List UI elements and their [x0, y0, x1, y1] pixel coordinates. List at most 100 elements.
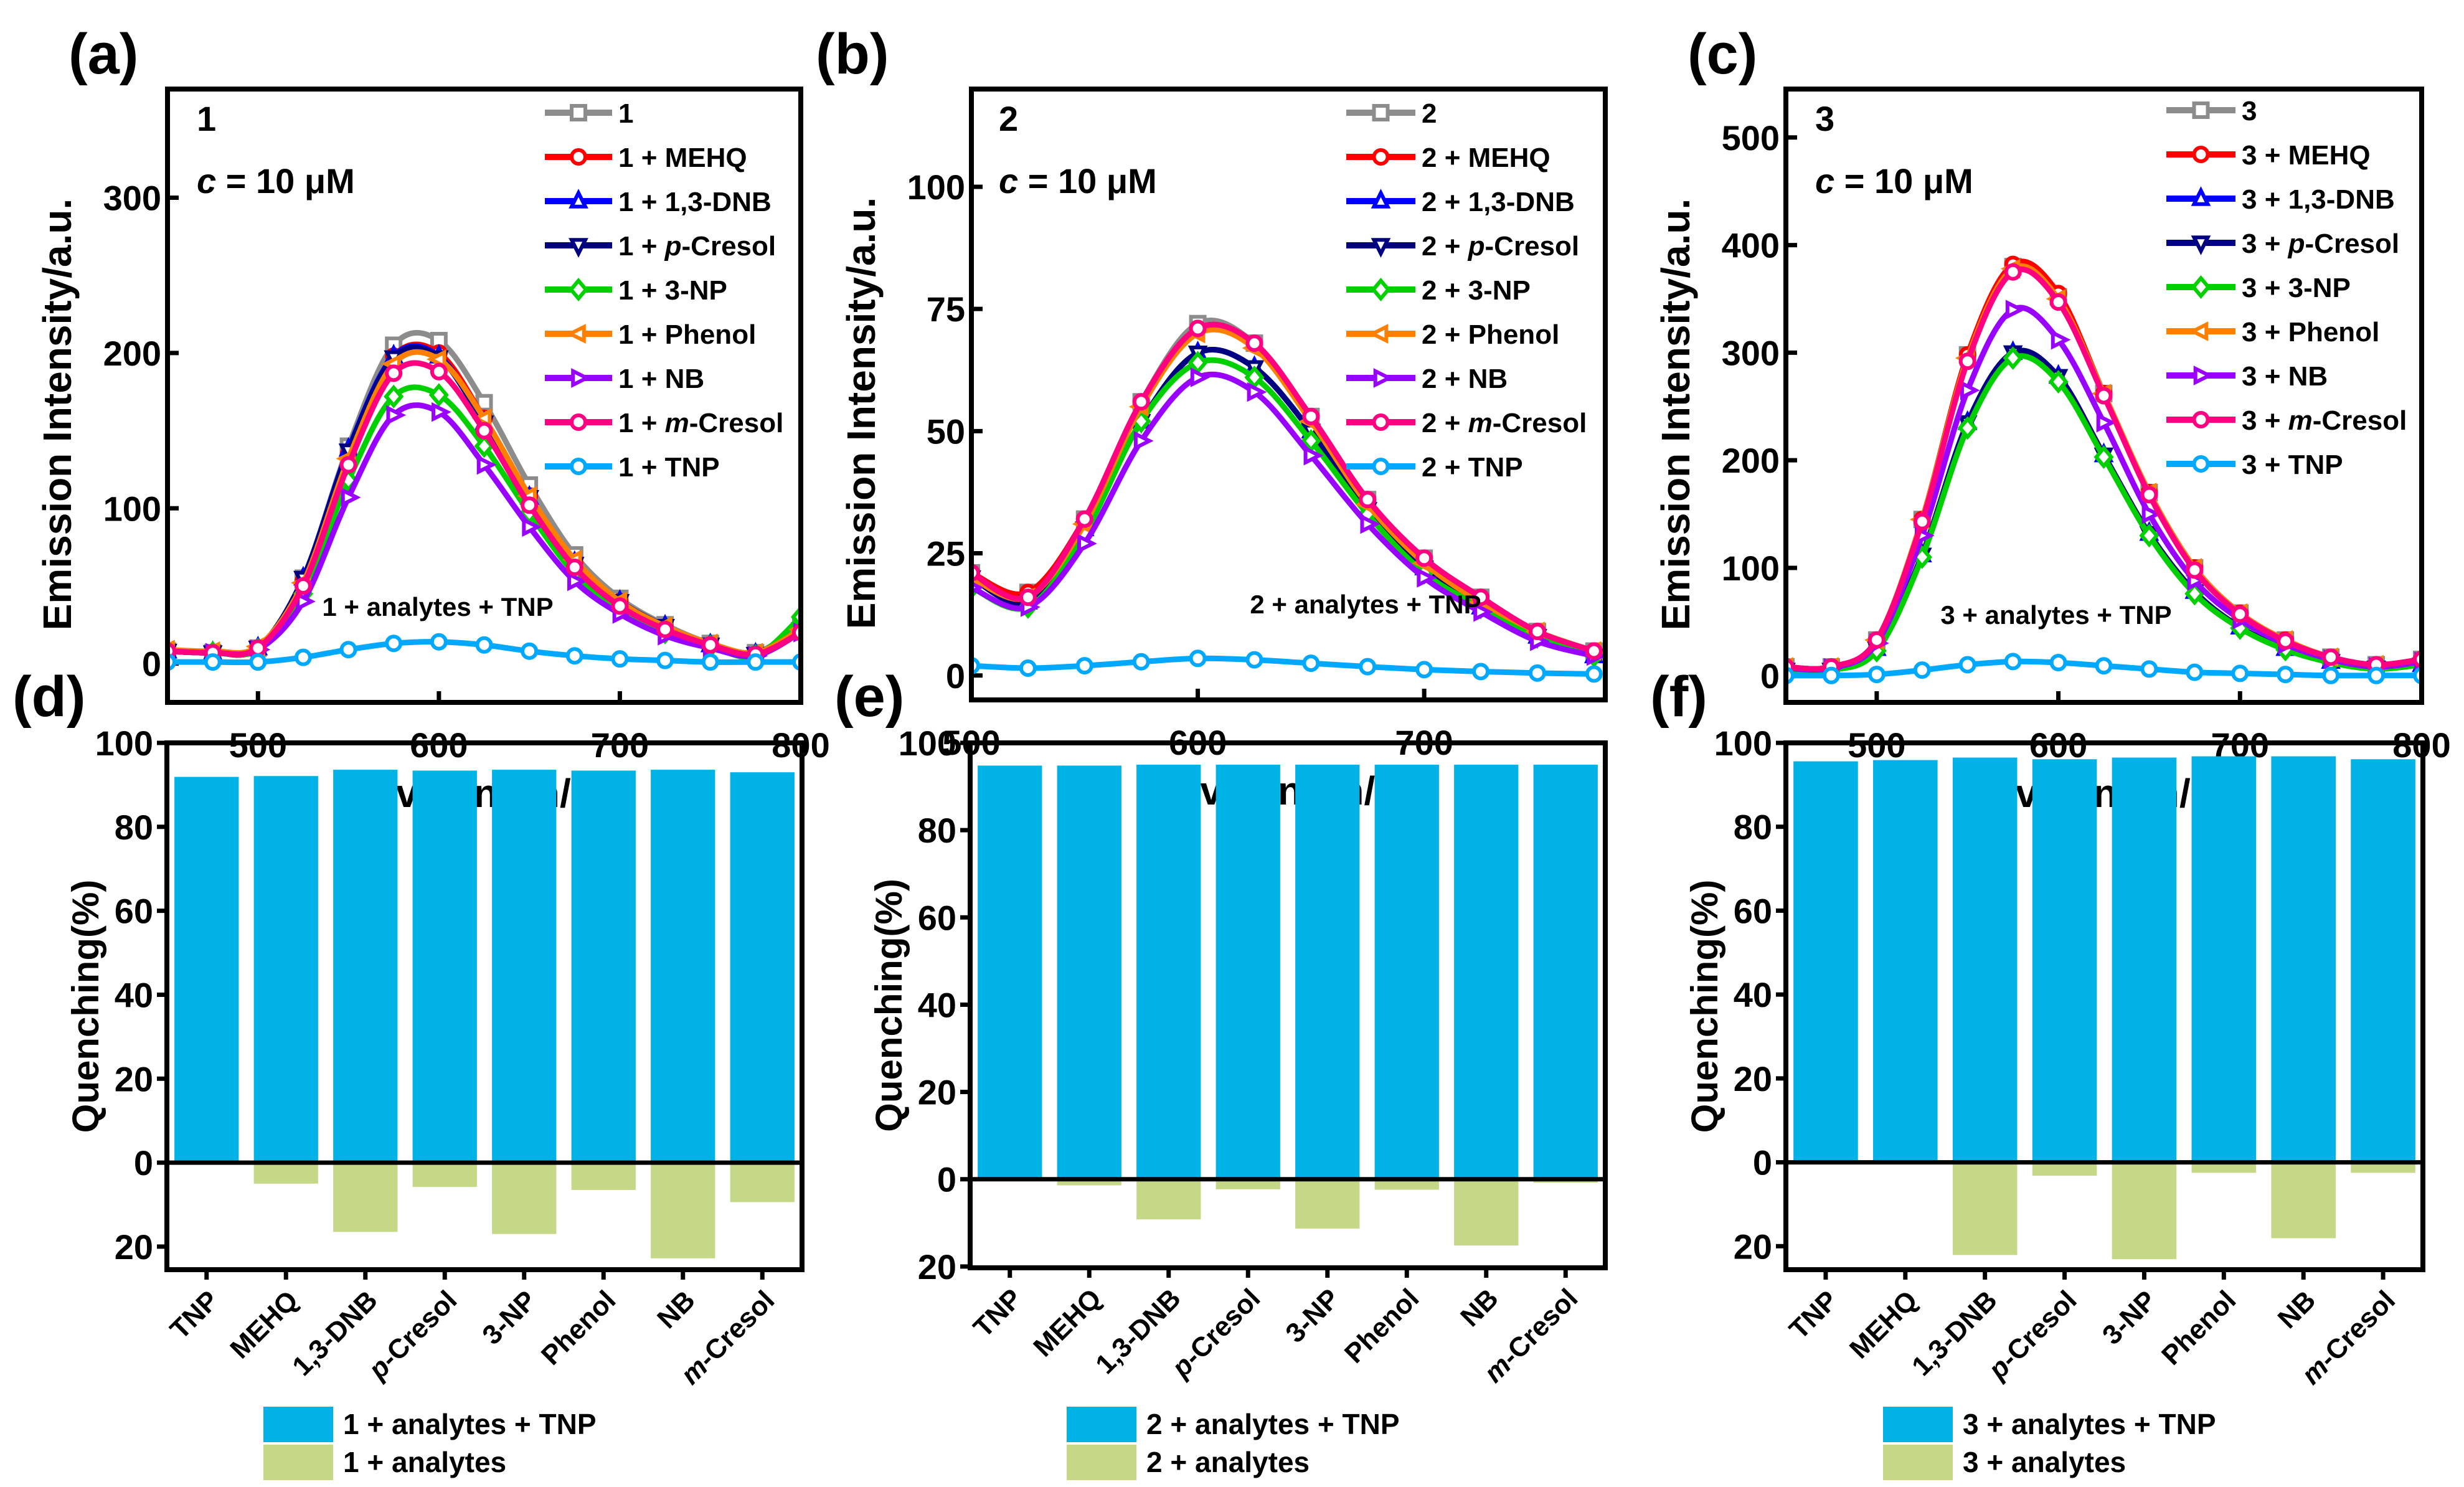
category-label: Phenol	[2156, 1285, 2242, 1371]
bar-analytes-tnp	[253, 776, 318, 1163]
y-tick-label: 20	[115, 1059, 153, 1098]
marker-triangle-left	[1368, 324, 1389, 344]
legend-swatch	[1067, 1407, 1136, 1442]
panel-b: (b)500 600 7000255075100Wavelength/nmEmiss…	[816, 22, 1608, 813]
legend-label: 2 + m-Cresol	[1422, 408, 1587, 438]
bar-analytes-tnp	[1057, 765, 1121, 1179]
y-tick-label: 25	[927, 534, 965, 574]
marker-circle	[249, 639, 267, 657]
marker-circle	[611, 597, 629, 615]
marker-circle	[2004, 653, 2022, 671]
y-tick-label: 0	[134, 1143, 153, 1183]
marker-circle	[1302, 654, 1320, 673]
compound-label: 1	[197, 99, 216, 138]
plot-frame	[1783, 740, 2425, 1272]
bar-analytes-tnp	[571, 770, 636, 1163]
marker-triangle-right	[2051, 329, 2071, 350]
y-tick-label: 0	[937, 1160, 956, 1199]
bar-analytes-tnp	[1454, 765, 1519, 1179]
series-line	[971, 655, 1594, 677]
y-axis-title: Quenching(%)	[65, 880, 106, 1133]
marker-circle	[565, 647, 583, 665]
marker-diamond	[1957, 416, 1978, 440]
marker-circle	[747, 653, 765, 671]
legend-label: 2 + Phenol	[1422, 319, 1559, 350]
y-tick-label: 80	[918, 811, 956, 850]
category-label: Phenol	[536, 1285, 621, 1371]
marker-circle	[1415, 661, 1433, 679]
marker-circle	[656, 620, 674, 638]
marker-circle	[2049, 654, 2067, 672]
y-tick-label: 100	[103, 489, 161, 528]
marker-circle	[249, 653, 267, 671]
marker-circle	[1132, 393, 1150, 411]
marker-circle	[2140, 486, 2158, 504]
marker-circle	[570, 458, 587, 475]
bar-analytes	[1295, 1179, 1360, 1229]
bar-analytes-tnp	[1295, 765, 1360, 1179]
marker-circle	[1867, 631, 1886, 649]
marker-circle	[2192, 146, 2210, 163]
marker-diamond	[2191, 275, 2211, 299]
marker-square	[570, 104, 587, 121]
category-label: TNP	[164, 1285, 225, 1345]
category-label: NB	[651, 1285, 701, 1334]
marker-circle	[611, 650, 629, 668]
legend-label: 2 + TNP	[1422, 452, 1523, 483]
marker-circle	[2367, 666, 2386, 684]
marker-circle	[2322, 666, 2340, 684]
marker-circle	[475, 636, 493, 654]
legend-label: 1 + p-Cresol	[618, 231, 776, 262]
marker-circle	[2231, 605, 2249, 623]
marker-circle	[1822, 666, 1840, 684]
bar-analytes-tnp	[2032, 759, 2097, 1163]
marker-circle	[701, 636, 719, 654]
y-tick-label: 0	[1760, 656, 1780, 696]
marker-circle	[1372, 148, 1390, 166]
plot-frame	[968, 740, 1608, 1270]
category-label: Phenol	[1339, 1283, 1425, 1369]
bar-analytes-tnp	[1952, 757, 2018, 1163]
panel-e: (e) 2 + analytes + TNP 2 + analytes 100 80 60…	[834, 665, 1608, 1480]
marker-circle	[570, 148, 587, 166]
marker-circle	[1245, 651, 1263, 669]
marker-circle	[1189, 649, 1207, 668]
y-tick-label: 100	[1722, 549, 1780, 588]
marker-diamond	[2139, 524, 2160, 548]
legend-label: 3	[2242, 96, 2257, 126]
bar-analytes	[253, 1163, 318, 1184]
marker-circle	[570, 413, 587, 431]
marker-circle	[1958, 352, 1976, 371]
panel-f: (f) 3 + analytes + TNP 3 + analytes 100 80 60…	[1650, 665, 2425, 1480]
marker-triangle-right	[1417, 567, 1437, 588]
plot-frame	[969, 87, 1608, 702]
legend-label: 2 + NB	[1422, 364, 1508, 394]
legend-label: 3 + TNP	[2242, 450, 2343, 480]
marker-triangle-down	[569, 238, 588, 258]
bar-analytes	[651, 1163, 715, 1258]
marker-triangle-up	[569, 189, 588, 209]
y-tick-label: 40	[115, 975, 153, 1014]
marker-triangle-right	[432, 402, 451, 422]
marker-triangle-right	[1303, 445, 1324, 466]
panel-label: (f)	[1650, 665, 1707, 729]
marker-triangle-right	[2141, 504, 2162, 524]
series-line	[168, 402, 801, 659]
bar-analytes	[730, 1163, 795, 1202]
series-line	[1786, 353, 2422, 674]
y-tick-label: 20	[1734, 1227, 1772, 1266]
marker-triangle-right	[1373, 368, 1394, 388]
marker-circle	[430, 362, 448, 380]
legend-label: 2 + analytes + TNP	[1146, 1408, 1400, 1440]
bar-analytes-tnp	[2351, 759, 2415, 1163]
legend-label: 3 + analytes + TNP	[1963, 1408, 2216, 1440]
marker-triangle-right	[2005, 300, 2026, 320]
marker-circle	[1472, 663, 1490, 681]
legend-label: 1	[618, 98, 633, 129]
marker-circle	[1372, 458, 1390, 475]
concentration-label: c = 10 μM	[999, 161, 1157, 201]
category-label: p-Cresol	[362, 1285, 463, 1386]
marker-diamond	[2048, 370, 2069, 394]
y-axis-title: Emission Intensity/a.u.	[839, 197, 884, 630]
marker-circle	[2277, 632, 2295, 650]
